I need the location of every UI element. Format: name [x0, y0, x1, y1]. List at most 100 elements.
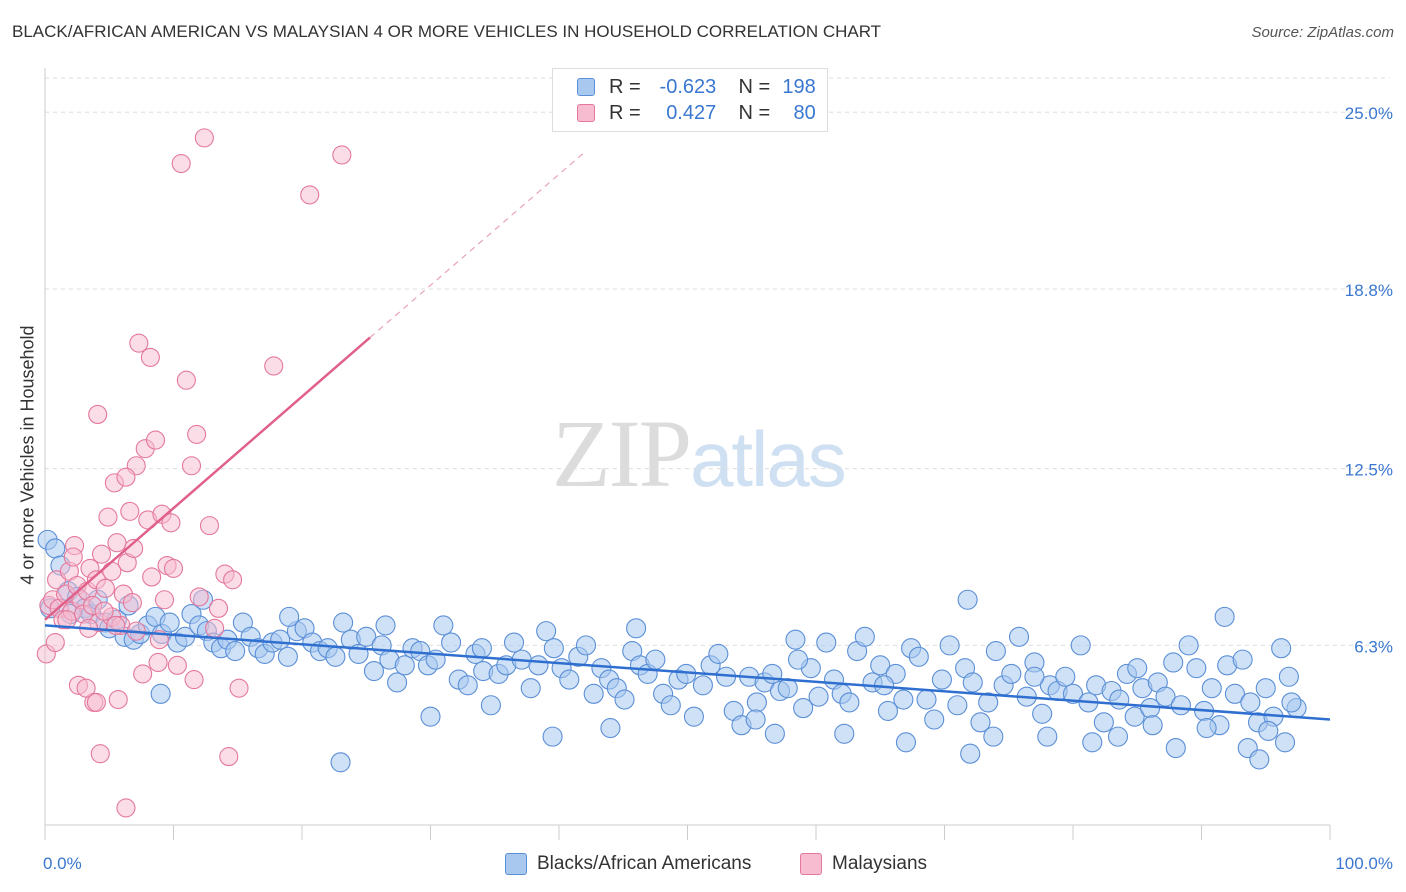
- legend-n-label: N =: [738, 75, 771, 98]
- bottom-legend-blacks: Blacks/African Americans: [505, 852, 751, 876]
- legend-r-label: R =: [609, 75, 641, 98]
- malaysians-data-point: [229, 678, 249, 698]
- blacks-data-point: [1271, 638, 1292, 659]
- blacks-data-point: [277, 646, 298, 667]
- blacks-data-point: [542, 726, 563, 747]
- blacks-data-point: [614, 689, 635, 710]
- malaysians-data-point: [184, 670, 204, 690]
- x-tick-label: 0.0%: [43, 854, 82, 873]
- malaysians-data-point: [154, 590, 175, 610]
- trend-layer: [44, 151, 1331, 721]
- malaysians-data-point: [205, 618, 225, 638]
- blacks-data-point: [528, 655, 549, 676]
- blacks-data-point: [692, 675, 713, 696]
- malaysians-data-point: [95, 578, 115, 598]
- legend-row-malaysians: R = 0.427 N = 80: [577, 100, 816, 126]
- malaysians-data-point: [264, 356, 284, 376]
- bottom-legend-label: Malaysians: [832, 853, 928, 874]
- malaysians-data-point: [88, 404, 108, 424]
- blacks-data-point: [1032, 703, 1053, 724]
- blacks-data-point: [1024, 666, 1045, 687]
- blacks-data-point: [333, 612, 354, 633]
- malaysians-data-point: [63, 547, 83, 567]
- blacks-data-point: [877, 700, 899, 722]
- y-tick-label: 25.0%: [1345, 104, 1393, 123]
- legend-n-label: N =: [738, 101, 771, 124]
- malaysians-data-point: [219, 747, 239, 767]
- blacks-data-point: [645, 649, 666, 670]
- blacks-trend-line: [44, 624, 1331, 721]
- blacks-data-point: [787, 649, 809, 670]
- malaysians-data-point: [167, 655, 187, 675]
- malaysians-trend-extension: [369, 151, 586, 338]
- blacks-data-point: [1142, 715, 1163, 736]
- blacks-data-point: [1124, 706, 1145, 727]
- blacks-data-point: [1055, 666, 1076, 687]
- legend-row-blacks: R = -0.623 N = 198: [577, 74, 816, 100]
- malaysians-data-point: [181, 456, 202, 476]
- blacks-data-point: [957, 589, 978, 610]
- blacks-data-point: [816, 632, 837, 653]
- blacks-data-point: [960, 743, 981, 764]
- malaysians-data-point: [108, 689, 128, 710]
- blacks-data-point: [939, 635, 960, 656]
- blacks-data-point: [480, 695, 501, 716]
- blacks-data-point: [870, 655, 891, 676]
- blacks-data-point: [600, 718, 621, 739]
- blacks-data-point: [1240, 692, 1261, 713]
- blacks-data-point: [45, 538, 66, 559]
- blacks-data-point: [559, 669, 580, 690]
- watermark-atlas: atlas: [690, 415, 847, 503]
- blacks-data-point: [947, 695, 968, 716]
- blacks-data-point: [854, 626, 875, 647]
- malaysians-data-point: [140, 347, 160, 367]
- malaysians-data-point: [142, 567, 162, 587]
- blacks-data-point: [746, 692, 767, 713]
- malaysians-data-point: [120, 501, 140, 521]
- blacks-data-point: [1109, 689, 1130, 710]
- blacks-data-point: [1278, 666, 1299, 687]
- blacks-data-point: [962, 672, 983, 693]
- watermark-zip: ZIP: [552, 400, 692, 507]
- blacks-data-point: [387, 672, 408, 693]
- bottom-legend-label: Blacks/African Americans: [537, 853, 752, 874]
- blacks-data-point: [363, 660, 385, 682]
- axis-layer: [44, 68, 1331, 840]
- labels-layer: 6.3% 12.5% 18.8% 25.0% 0.0% 100.0%: [43, 104, 1393, 873]
- blacks-data-point: [1224, 683, 1245, 704]
- blacks-data-point: [325, 646, 346, 667]
- blacks-data-point: [1107, 726, 1129, 747]
- blacks-data-point: [1281, 692, 1302, 713]
- malaysians-data-point: [133, 664, 153, 684]
- blacks-data-point: [916, 689, 937, 710]
- blacks-data-point: [1165, 737, 1186, 759]
- blacks-data-point: [441, 632, 462, 653]
- malaysians-data-point: [189, 587, 209, 607]
- malaysians-data-point: [45, 632, 65, 653]
- blacks-data-point: [1093, 712, 1114, 733]
- blacks-data-point: [762, 663, 783, 684]
- malaysians-data-point: [107, 533, 127, 553]
- blacks-data-point: [1155, 686, 1176, 707]
- blacks-data-point: [1214, 606, 1235, 627]
- chart-source: Source: ZipAtlas.com: [1251, 24, 1394, 41]
- blacks-data-point: [520, 678, 541, 699]
- legend-r-value: -0.623: [659, 75, 717, 98]
- malaysians-data-point: [57, 610, 77, 630]
- malaysians-data-point: [148, 652, 168, 673]
- blacks-data-point: [1232, 649, 1253, 670]
- chart-title: BLACK/AFRICAN AMERICAN VS MALAYSIAN 4 OR…: [12, 22, 882, 41]
- blacks-data-point: [893, 689, 914, 710]
- blacks-data-point: [808, 686, 829, 707]
- blacks-data-point: [279, 606, 300, 627]
- blacks-data-point: [356, 626, 377, 647]
- malaysians-data-point: [208, 598, 229, 618]
- blacks-data-point: [660, 695, 681, 716]
- malaysians-data-point: [194, 128, 214, 148]
- blacks-data-point: [745, 709, 766, 730]
- blacks-data-point: [1178, 635, 1199, 656]
- malaysians-data-point: [116, 467, 136, 487]
- watermark: ZIPatlas: [552, 398, 847, 509]
- blacks-data-point: [626, 618, 647, 639]
